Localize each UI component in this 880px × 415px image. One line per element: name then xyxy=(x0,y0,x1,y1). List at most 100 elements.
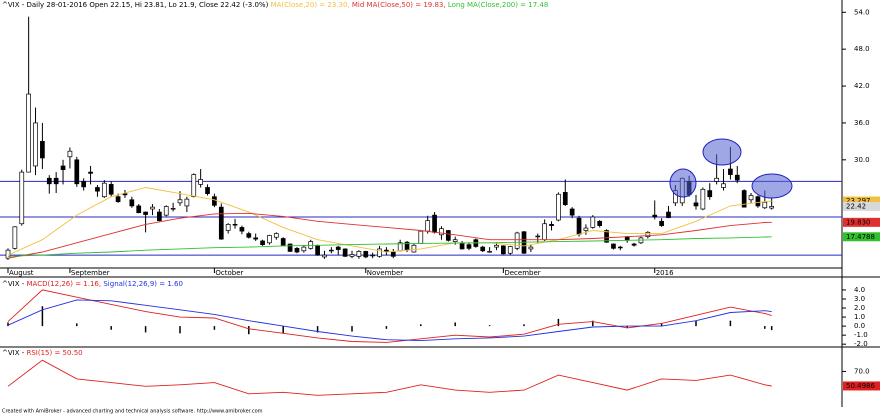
candle-body xyxy=(707,190,713,198)
candle-body xyxy=(384,249,389,252)
candle-body xyxy=(762,201,768,209)
y-tick-label: -2.0 xyxy=(854,340,868,348)
y-tick-label: 0.0 xyxy=(854,322,865,330)
candle-body xyxy=(136,205,142,214)
candle-body xyxy=(445,230,451,241)
candle-body xyxy=(583,227,589,231)
candle-body xyxy=(218,206,224,240)
y-tick-label: 1.0 xyxy=(854,313,865,321)
candle-body xyxy=(748,195,754,201)
candle-body xyxy=(604,230,609,243)
candle-body xyxy=(549,224,554,226)
candle-body xyxy=(611,243,616,249)
candle-body xyxy=(542,223,547,241)
candle-body xyxy=(170,208,176,210)
candle-body xyxy=(425,220,431,232)
candle-body xyxy=(342,248,348,257)
candle-body xyxy=(617,246,623,249)
y-tick-label: 36.0 xyxy=(854,119,870,127)
candle-body xyxy=(301,246,307,252)
legend-entry: Signal(12,26,9) = 1.60 xyxy=(103,280,183,288)
candle-body xyxy=(150,206,155,210)
value-box-label: 50.4986 xyxy=(846,382,875,390)
candle-body xyxy=(122,193,128,196)
candle-body xyxy=(432,214,437,233)
highlight-ellipse xyxy=(702,138,742,166)
candle-body xyxy=(239,227,245,232)
candle-body xyxy=(143,211,148,215)
candle-body xyxy=(356,251,362,257)
value-box-label: 23.297 xyxy=(846,197,871,205)
candle-body xyxy=(769,206,775,209)
candle-body xyxy=(390,251,396,257)
candle-body xyxy=(741,190,747,208)
x-tick-label: August xyxy=(9,269,34,277)
y-tick-label: -1.0 xyxy=(854,331,868,339)
candle-body xyxy=(60,165,66,171)
candle-body xyxy=(253,237,259,240)
candle-body xyxy=(163,206,169,216)
candle-body xyxy=(232,224,238,226)
candle-body xyxy=(205,187,210,194)
candle-body xyxy=(108,184,114,195)
candle-body xyxy=(466,244,472,249)
candle-body xyxy=(53,177,59,185)
legend-entry: Long MA(Close,200) = 17.48 xyxy=(448,1,548,9)
highlight-ellipse xyxy=(669,168,697,198)
candle-body xyxy=(81,180,87,188)
value-box xyxy=(843,381,880,391)
candle-body xyxy=(562,192,568,206)
y-tick-label: 48.0 xyxy=(854,45,870,53)
candle-body xyxy=(198,179,203,185)
candle-body xyxy=(267,235,272,244)
candle-body xyxy=(212,196,217,206)
value-box-label: 17.4788 xyxy=(846,233,875,241)
candle-body xyxy=(184,198,190,207)
candle-body xyxy=(329,249,334,252)
candle-body xyxy=(714,177,719,182)
title-text: ^VIX - xyxy=(2,349,25,357)
value-box xyxy=(843,201,880,211)
candle-body xyxy=(693,202,699,207)
candle-body xyxy=(260,240,265,245)
candle-body xyxy=(26,93,31,173)
candle-body xyxy=(377,248,382,257)
candle-body xyxy=(191,174,197,198)
candle-body xyxy=(273,233,279,238)
candle-body xyxy=(652,214,658,218)
panel-title: ^VIX - RSI(15) = 50.50 xyxy=(2,349,83,357)
y-tick-label: 4.0 xyxy=(854,286,865,294)
legend-entry: Mid MA(Close,50) = 19.83, xyxy=(352,1,446,9)
value-box xyxy=(843,232,880,242)
indicator-line xyxy=(7,359,772,396)
candle-body xyxy=(33,122,38,167)
candle-body xyxy=(507,246,513,254)
title-text: ^VIX - xyxy=(2,280,25,288)
candle-body xyxy=(280,238,286,246)
candle-body xyxy=(528,246,534,250)
candle-body xyxy=(67,150,73,158)
candle-body xyxy=(645,231,651,238)
candle-body xyxy=(322,254,327,258)
candle-body xyxy=(12,226,18,249)
value-box xyxy=(843,217,880,227)
candle-body xyxy=(487,251,492,253)
x-tick-label: September xyxy=(71,269,110,277)
candle-body xyxy=(590,216,596,228)
indicator-line xyxy=(7,187,772,256)
y-tick-label: 70.0 xyxy=(854,367,870,375)
y-tick-label: 30.0 xyxy=(854,156,870,164)
indicator-line xyxy=(7,236,772,257)
panel-title: ^VIX - Daily 28-01-2016 Open 22.15, Hi 2… xyxy=(2,1,548,9)
candle-body xyxy=(418,230,424,244)
y-tick-label: 2.0 xyxy=(854,304,865,312)
title-text: ^VIX - Daily 28-01-2016 Open 22.15, Hi 2… xyxy=(2,1,269,9)
candle-body xyxy=(88,171,93,174)
candle-body xyxy=(459,242,465,250)
candle-body xyxy=(535,235,541,238)
indicator-line xyxy=(7,212,772,259)
x-tick-label: October xyxy=(215,269,243,277)
candle-body xyxy=(569,208,575,216)
candle-body xyxy=(556,193,561,221)
annotations xyxy=(669,138,793,199)
